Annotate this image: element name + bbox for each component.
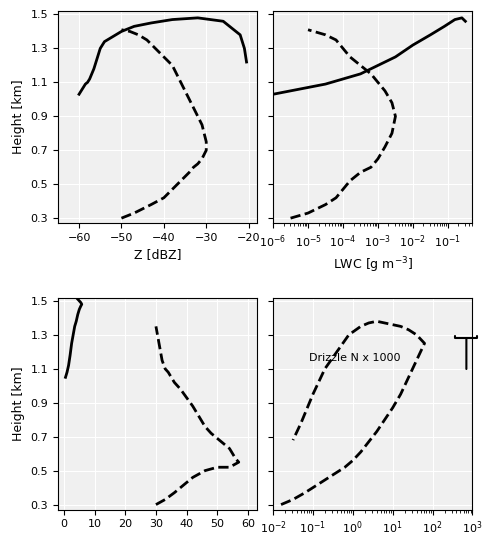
Text: Drizzle N x 1000: Drizzle N x 1000 <box>309 353 401 363</box>
Y-axis label: Height [km]: Height [km] <box>12 80 25 155</box>
X-axis label: Z [dBZ]: Z [dBZ] <box>134 249 181 261</box>
Y-axis label: Height [km]: Height [km] <box>12 366 25 441</box>
X-axis label: LWC [g m$^{-3}$]: LWC [g m$^{-3}$] <box>333 255 413 275</box>
